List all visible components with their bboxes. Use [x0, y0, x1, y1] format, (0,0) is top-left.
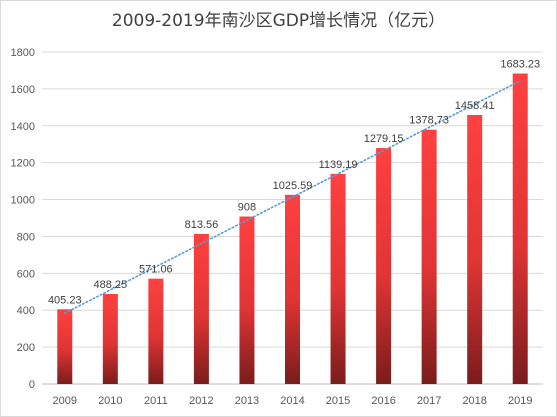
y-tick-label: 1800	[11, 47, 35, 59]
chart-title: 2009-2019年南沙区GDP增长情况（亿元）	[111, 11, 446, 31]
y-tick-label: 600	[17, 268, 35, 280]
y-tick-label: 1400	[11, 121, 35, 133]
data-label: 488.25	[93, 279, 127, 291]
x-tick-label: 2012	[189, 395, 213, 407]
x-tick-label: 2010	[98, 395, 122, 407]
x-tick-label: 2015	[326, 395, 350, 407]
x-tick-label: 2009	[53, 395, 77, 407]
data-label: 1025.59	[273, 180, 313, 192]
y-axis: 0 200 400 600 800 1000 1200 1400 1600 1800	[11, 47, 35, 391]
data-label: 813.56	[185, 219, 219, 231]
data-label: 1139.19	[319, 159, 358, 171]
bar	[239, 216, 255, 384]
bar	[512, 73, 528, 385]
bar	[193, 233, 209, 384]
bar	[421, 129, 437, 384]
data-label: 1458.41	[455, 100, 495, 112]
y-tick-label: 800	[17, 231, 35, 243]
bar	[467, 115, 483, 384]
x-tick-label: 2019	[508, 395, 532, 407]
bar	[285, 194, 300, 384]
x-tick-label: 2011	[144, 395, 168, 407]
y-tick-label: 1600	[11, 84, 35, 96]
bar	[57, 309, 73, 384]
data-label: 1378.73	[409, 115, 449, 127]
y-tick-label: 0	[29, 379, 35, 391]
bars	[57, 73, 528, 385]
bar	[148, 278, 164, 384]
data-labels: 405.23 488.25 571.06 813.56 908 1025.59 1139.1…	[48, 59, 540, 307]
x-tick-label: 2014	[280, 395, 304, 407]
bar	[330, 173, 346, 384]
data-label: 908	[238, 202, 256, 214]
bar	[376, 148, 392, 384]
data-label: 1683.23	[500, 59, 540, 71]
trendline-line	[63, 80, 522, 315]
y-tick-label: 200	[17, 342, 35, 354]
y-tick-label: 1000	[11, 195, 35, 207]
x-axis: 2009 2010 2011 2012 2013 2014 2015 2016 2017 2018…	[53, 395, 533, 407]
trendline	[63, 80, 522, 315]
data-label: 405.23	[48, 294, 82, 306]
x-tick-label: 2013	[235, 395, 259, 407]
x-tick-label: 2016	[371, 395, 395, 407]
x-tick-label: 2018	[462, 395, 486, 407]
data-label: 1279.15	[364, 133, 404, 145]
bar	[102, 293, 118, 384]
x-tick-label: 2017	[417, 395, 441, 407]
data-label: 571.06	[139, 264, 173, 276]
y-tick-label: 400	[17, 305, 35, 317]
y-tick-label: 1200	[11, 158, 35, 170]
